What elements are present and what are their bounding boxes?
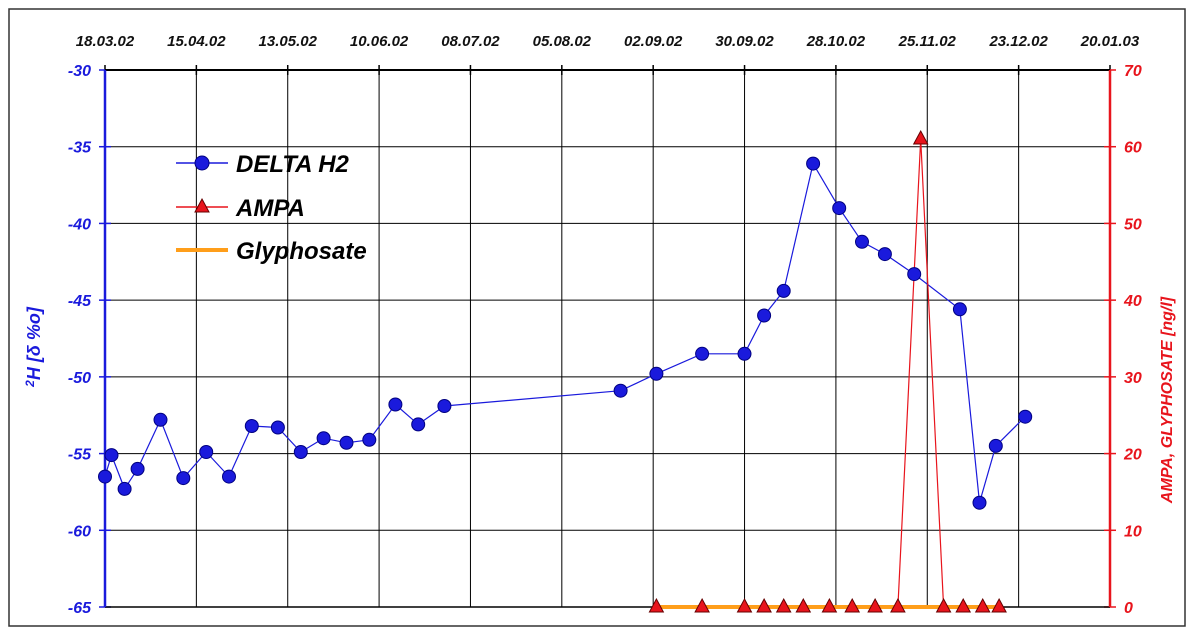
y-left-label-delta: δ — [24, 344, 44, 356]
data-point-delta-h2 — [362, 432, 377, 447]
data-point-delta-h2 — [98, 469, 112, 484]
data-point-delta-h2 — [388, 397, 403, 412]
data-point-delta-h2 — [130, 461, 145, 476]
x-tick-label: 13.05.02 — [259, 33, 318, 50]
data-point-ampa — [935, 597, 952, 613]
x-tick-label: 25.11.02 — [898, 33, 957, 50]
y-right-tick-label: 30 — [1124, 370, 1142, 387]
data-point-delta-h2 — [104, 448, 119, 463]
x-tick-label: 28.10.02 — [806, 33, 866, 50]
data-point-delta-h2 — [907, 267, 922, 282]
x-tick-label: 23.12.02 — [988, 33, 1048, 50]
y-left-tick-label: -60 — [68, 523, 91, 540]
y-left-tick-label: -35 — [68, 140, 92, 157]
data-point-ampa — [694, 597, 710, 613]
data-point-ampa — [775, 597, 792, 613]
y-right-tick-label: 10 — [1124, 523, 1142, 540]
data-point-ampa — [890, 597, 906, 613]
data-point-delta-h2 — [117, 481, 132, 496]
data-point-delta-h2 — [832, 201, 847, 216]
data-point-ampa — [756, 597, 772, 613]
y-left-tick-label: -40 — [68, 216, 91, 233]
legend-marker-delta-h2 — [194, 155, 210, 171]
legend-marker-ampa — [194, 197, 210, 213]
data-point-ampa — [821, 597, 838, 613]
y-left-tick-label: -50 — [68, 370, 91, 387]
data-point-delta-h2 — [695, 346, 710, 361]
data-point-delta-h2 — [776, 283, 791, 298]
data-point-delta-h2 — [244, 419, 259, 433]
y-left-label-end: %o] — [24, 306, 44, 345]
x-tick-label: 05.08.02 — [533, 33, 592, 50]
data-point-delta-h2 — [339, 435, 354, 450]
x-tick-label: 08.07.02 — [441, 33, 500, 50]
y-right-tick-label: 50 — [1124, 216, 1142, 233]
y-right-tick-label: 20 — [1123, 447, 1142, 464]
data-point-delta-h2 — [649, 366, 664, 381]
data-point-delta-h2 — [757, 308, 772, 323]
data-point-delta-h2 — [411, 417, 426, 432]
data-point-ampa — [736, 597, 753, 613]
data-point-ampa — [912, 129, 929, 145]
legend-label-glyphosate: Glyphosate — [236, 238, 367, 265]
data-point-delta-h2 — [270, 420, 285, 435]
data-point-delta-h2 — [1018, 409, 1033, 424]
data-point-ampa — [955, 597, 972, 613]
data-point-delta-h2 — [806, 156, 821, 171]
y-left-tick-label: -65 — [68, 600, 92, 617]
data-point-delta-h2 — [153, 412, 168, 427]
data-point-ampa — [795, 597, 812, 613]
data-point-delta-h2 — [855, 234, 869, 249]
data-point-ampa — [648, 597, 665, 613]
data-point-delta-h2 — [199, 445, 214, 459]
y-right-tick-label: 40 — [1123, 293, 1142, 310]
data-point-ampa — [844, 597, 861, 613]
y-left-tick-label: -30 — [68, 63, 91, 80]
data-point-delta-h2 — [316, 431, 331, 446]
data-point-delta-h2 — [737, 346, 752, 361]
legend-label-ampa: AMPA — [235, 195, 305, 222]
y-right-tick-label: 60 — [1124, 140, 1142, 157]
data-point-delta-h2 — [988, 438, 1003, 453]
y-left-label-sup: 2 — [23, 380, 37, 388]
y-right-tick-label: 0 — [1124, 600, 1133, 617]
y-axis-left-label: 2H [δ %o] — [23, 306, 44, 388]
x-tick-label: 10.06.02 — [350, 33, 409, 50]
y-right-tick-label: 70 — [1124, 63, 1142, 80]
tick-labels: 18.03.02 15.04.02 13.05.02 10.06.02 08.07.02… — [68, 33, 1142, 617]
data-point-delta-h2 — [952, 302, 967, 317]
data-point-ampa — [867, 597, 883, 613]
data-point-ampa — [974, 597, 991, 613]
outer-border — [8, 8, 1186, 627]
y-axis-right-label: AMPA, GLYPHOSATE [ng/l] — [1159, 296, 1176, 504]
data-point-delta-h2 — [176, 471, 191, 486]
data-point-delta-h2 — [972, 495, 987, 510]
x-tick-label: 30.09.02 — [715, 33, 774, 50]
y-left-label-main: H [ — [24, 354, 44, 380]
series-layer — [98, 129, 1033, 613]
data-point-ampa — [991, 597, 1007, 613]
x-tick-label: 02.09.02 — [624, 33, 683, 50]
data-point-delta-h2 — [613, 383, 628, 398]
legend: DELTA H2 AMPA Glyphosate — [176, 151, 367, 265]
x-tick-label: 20.01.03 — [1080, 33, 1140, 50]
y-left-tick-label: -45 — [68, 293, 92, 310]
legend-label-delta-h2: DELTA H2 — [236, 151, 350, 178]
data-point-delta-h2 — [222, 469, 236, 484]
data-point-delta-h2 — [877, 247, 892, 262]
x-tick-label: 15.04.02 — [167, 33, 226, 50]
data-point-delta-h2 — [293, 445, 308, 459]
x-tick-label: 18.03.02 — [76, 33, 135, 50]
data-point-delta-h2 — [437, 399, 452, 413]
y-left-tick-label: -55 — [68, 447, 92, 464]
